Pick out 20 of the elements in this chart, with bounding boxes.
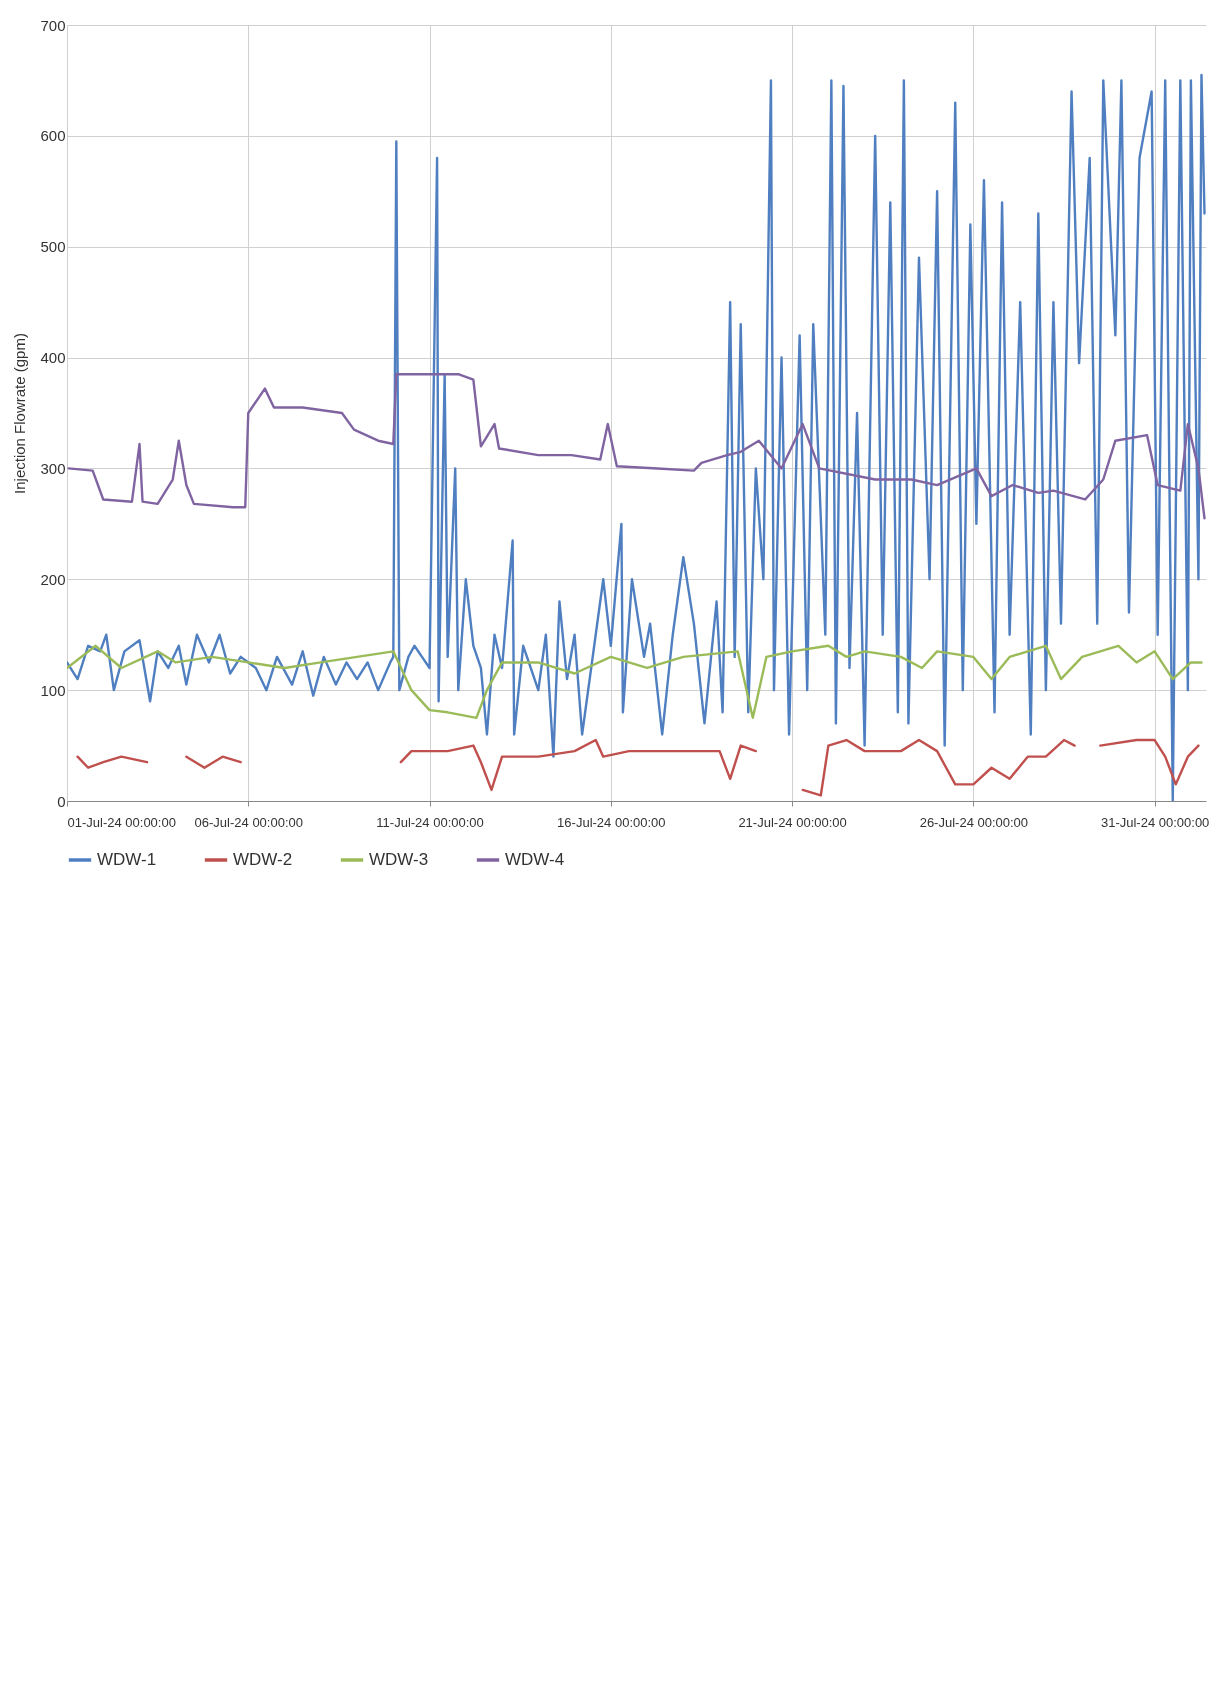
y-tick-label: 600 bbox=[40, 127, 66, 145]
y-tick-label: 400 bbox=[40, 349, 66, 367]
y-tick-label: 100 bbox=[40, 681, 66, 699]
x-tick-label: 31-Jul-24 00:00:00 bbox=[1100, 814, 1210, 830]
x-tick-label: 11-Jul-24 00:00:00 bbox=[376, 814, 484, 830]
legend-label: WDW-2 bbox=[233, 850, 293, 869]
x-tick-label: 01-Jul-24 00:00:00 bbox=[67, 814, 176, 830]
y-tick-label: 700 bbox=[40, 16, 66, 34]
y-axis-title: Injection Flowrate (gpm) bbox=[11, 333, 29, 494]
x-tick-label: 21-Jul-24 00:00:00 bbox=[738, 814, 847, 830]
x-tick-label: 26-Jul-24 00:00:00 bbox=[919, 814, 1029, 830]
legend-label: WDW-1 bbox=[97, 850, 157, 869]
y-tick-label: 300 bbox=[40, 459, 66, 477]
legend-label: WDW-3 bbox=[369, 850, 429, 869]
x-tick-label: 06-Jul-24 00:00:00 bbox=[194, 814, 303, 830]
y-tick-label: 0 bbox=[57, 792, 66, 810]
x-tick-label: 16-Jul-24 00:00:00 bbox=[557, 814, 666, 830]
y-tick-label: 500 bbox=[40, 238, 66, 256]
y-tick-label: 200 bbox=[40, 570, 66, 588]
legend-label: WDW-4 bbox=[505, 850, 565, 869]
